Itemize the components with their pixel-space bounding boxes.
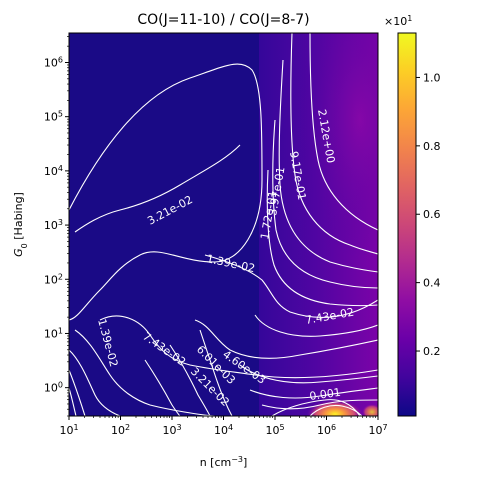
colorbar-multiplier: ×101 [384, 14, 412, 29]
contour-line [309, 33, 378, 231]
y-tick-label: 104 [44, 163, 63, 178]
y-tick-base: 10 [44, 382, 58, 395]
colorbar-multiplier-base: ×10 [384, 15, 407, 28]
y-tick-exponent: 6 [58, 55, 63, 64]
y-axis-label-subscript: 0 [20, 243, 29, 248]
x-tick-base: 10 [317, 424, 331, 437]
contour-line [194, 319, 378, 359]
y-tick-base: 10 [44, 273, 58, 286]
x-tick-label: 104 [214, 423, 233, 438]
y-tick-exponent: 2 [58, 272, 63, 281]
colorbar-ticks: 0.2 0.4 0.6 0.8 1.0 [416, 71, 441, 358]
y-tick-label: 105 [44, 109, 63, 124]
x-axis-label: n [cm−3] [200, 455, 248, 470]
x-tick-exponent: 1 [73, 423, 78, 432]
heatmap-area [69, 33, 378, 416]
contour-line [99, 315, 378, 379]
x-axis-label-prefix: n [cm [200, 456, 232, 469]
contour-line [69, 369, 86, 416]
y-tick-exponent: 0 [58, 380, 63, 389]
x-axis-label-suffix: ] [243, 456, 247, 469]
contour-line [239, 364, 378, 384]
y-axis-label-suffix: [Habing] [12, 192, 25, 243]
contour-line [254, 314, 378, 337]
colorbar-tick-label: 1.0 [423, 71, 441, 84]
y-tick-base: 10 [44, 219, 58, 232]
y-tick-exponent: 5 [58, 109, 63, 118]
colorbar [397, 32, 417, 417]
x-tick-label: 105 [265, 423, 284, 438]
x-tick-exponent: 3 [176, 423, 181, 432]
x-tick-exponent: 2 [125, 423, 130, 432]
x-tick-base: 10 [214, 424, 228, 437]
x-tick-label: 103 [162, 423, 181, 438]
x-tick-base: 10 [368, 424, 382, 437]
y-tick-base: 10 [44, 111, 58, 124]
y-tick-base: 10 [44, 56, 58, 69]
contour-lines [69, 33, 378, 416]
contour-line [272, 119, 378, 289]
y-tick-label: 100 [44, 380, 63, 395]
x-tick-base: 10 [162, 424, 176, 437]
contour-line [69, 387, 77, 416]
y-tick-exponent: 1 [58, 326, 63, 335]
contour-line [309, 404, 363, 416]
colorbar-multiplier-exponent: 1 [407, 14, 412, 23]
heatmap-hotspot [307, 400, 363, 416]
y-tick-exponent: 4 [58, 163, 63, 172]
contour-line [74, 144, 241, 233]
x-tick-label: 107 [368, 423, 387, 438]
contour-line [74, 329, 216, 416]
x-tick-exponent: 4 [228, 423, 233, 432]
heatmap-upper-right-glow [300, 33, 378, 260]
contour-line [271, 399, 361, 416]
y-axis-label-symbol: G [12, 248, 25, 257]
contour-line [69, 349, 121, 416]
contour-line [204, 254, 378, 318]
contour-label: 0.001 [309, 386, 342, 403]
colorbar-tick-label: 0.6 [423, 208, 441, 221]
x-tick-exponent: 5 [279, 423, 284, 432]
heatmap-hotspot-2 [362, 404, 378, 416]
contour-line [144, 359, 181, 416]
y-tick-label: 103 [44, 218, 63, 233]
contour-line [169, 344, 211, 416]
contour-line [266, 169, 378, 307]
y-tick-label: 106 [44, 55, 63, 70]
y-tick-label: 102 [44, 272, 63, 287]
colorbar-tick-label: 0.4 [423, 277, 441, 290]
y-tick-exponent: 3 [58, 218, 63, 227]
contour-line [69, 63, 263, 321]
contour-line [261, 399, 378, 410]
x-axis-label-exponent: −3 [231, 455, 243, 464]
contour-line [290, 33, 378, 255]
y-axis-label: G0 [Habing] [12, 192, 29, 257]
x-tick-base: 10 [265, 424, 279, 437]
contour-line [278, 59, 378, 273]
contour-line [199, 329, 233, 416]
contour-line [249, 387, 378, 399]
x-tick-base: 10 [111, 424, 125, 437]
y-tick-base: 10 [44, 327, 58, 340]
chart-title: CO(J=11-10) / CO(J=8-7) [137, 12, 309, 28]
x-tick-exponent: 7 [382, 423, 387, 432]
x-tick-label: 101 [59, 423, 78, 438]
y-tick-base: 10 [44, 165, 58, 178]
x-tick-base: 10 [59, 424, 73, 437]
colorbar-tick-label: 0.8 [423, 140, 441, 153]
x-tick-label: 102 [111, 423, 130, 438]
x-axis-ticks: 101 102 103 104 105 106 107 [59, 416, 388, 438]
colorbar-tick-label: 0.2 [423, 345, 441, 358]
x-tick-label: 106 [317, 423, 336, 438]
x-tick-exponent: 6 [331, 423, 336, 432]
y-tick-label: 101 [44, 326, 63, 341]
